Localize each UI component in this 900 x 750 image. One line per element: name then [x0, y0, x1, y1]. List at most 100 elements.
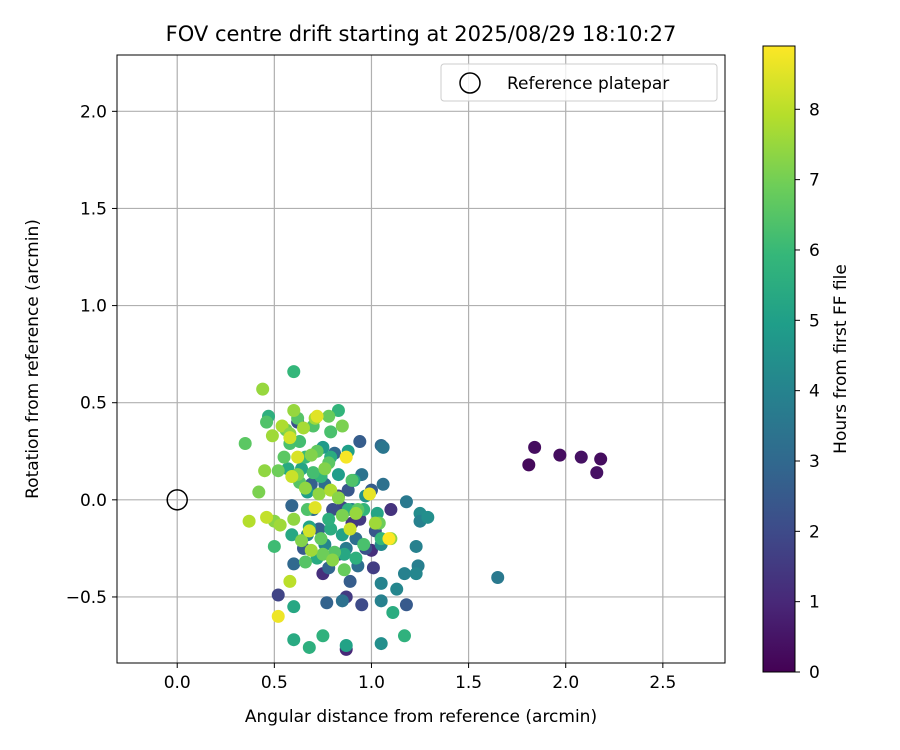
- data-point: [331, 491, 345, 505]
- data-point: [271, 464, 285, 478]
- data-point: [491, 571, 505, 585]
- data-point: [337, 563, 351, 577]
- reference-platepar-marker: [166, 489, 188, 511]
- y-tick-label: −0.5: [66, 588, 107, 608]
- data-point: [409, 567, 423, 581]
- data-point: [322, 512, 336, 526]
- data-point: [283, 574, 297, 588]
- data-point: [353, 435, 367, 449]
- plot-frame: [116, 54, 726, 664]
- data-point: [260, 510, 274, 524]
- x-tick-label: 1.5: [455, 673, 482, 693]
- data-point: [390, 582, 404, 596]
- data-point: [374, 637, 388, 651]
- data-point: [312, 487, 326, 501]
- data-point: [285, 470, 299, 484]
- data-point: [322, 409, 336, 423]
- data-point: [343, 574, 357, 588]
- data-point: [304, 448, 318, 462]
- colorbar-tick-label: 4: [809, 382, 820, 402]
- data-point: [285, 528, 299, 542]
- data-point: [399, 495, 413, 509]
- data-point: [386, 605, 400, 619]
- data-point: [302, 640, 316, 654]
- data-point: [256, 382, 270, 396]
- data-point: [326, 553, 340, 567]
- data-point: [590, 466, 604, 480]
- data-point: [318, 462, 332, 476]
- data-point: [308, 501, 322, 515]
- data-point: [314, 532, 328, 546]
- data-point: [302, 524, 316, 538]
- data-point: [339, 450, 353, 464]
- colorbar-tick-label: 5: [809, 311, 820, 331]
- data-point: [574, 450, 588, 464]
- x-tick-label: 2.5: [649, 673, 676, 693]
- data-point: [374, 576, 388, 590]
- data-point: [271, 588, 285, 602]
- data-point: [312, 522, 326, 536]
- y-axis-ticks: −0.5 0.0 0.5 1.0 1.5 2.0: [66, 102, 117, 608]
- data-point: [335, 508, 349, 522]
- grid-lines: [117, 55, 725, 663]
- y-tick-label: 2.0: [80, 102, 107, 122]
- x-tick-label: 0.0: [164, 673, 191, 693]
- data-point: [287, 403, 301, 417]
- data-point: [331, 468, 345, 482]
- chart-title: FOV centre drift starting at 2025/08/29 …: [166, 22, 677, 46]
- data-point: [397, 629, 411, 643]
- data-point: [382, 532, 396, 546]
- data-point: [335, 419, 349, 433]
- data-point: [337, 547, 351, 561]
- data-point: [339, 639, 353, 653]
- x-tick-label: 0.5: [261, 673, 288, 693]
- data-point: [397, 567, 411, 581]
- data-point: [304, 543, 318, 557]
- data-point: [409, 539, 423, 553]
- x-tick-label: 2.0: [552, 673, 579, 693]
- data-point: [324, 425, 338, 439]
- data-point: [252, 485, 266, 499]
- data-point: [295, 534, 309, 548]
- colorbar-tick-label: 1: [809, 593, 820, 613]
- colorbar-tick-label: 7: [809, 171, 820, 191]
- data-point: [370, 506, 384, 520]
- data-point: [258, 464, 272, 478]
- y-axis-label: Rotation from reference (arcmin): [23, 219, 43, 499]
- data-point: [384, 503, 398, 517]
- legend-entry-label: Reference platepar: [507, 74, 669, 94]
- colorbar-label: Hours from first FF file: [831, 264, 851, 454]
- data-point: [343, 522, 357, 536]
- data-point: [522, 458, 536, 472]
- data-point: [349, 551, 363, 565]
- data-point: [345, 473, 359, 487]
- y-tick-label: 0.5: [80, 394, 107, 414]
- data-point: [283, 431, 297, 445]
- data-point: [296, 421, 310, 435]
- y-tick-label: 1.0: [80, 297, 107, 317]
- data-point: [265, 429, 279, 443]
- data-point: [238, 436, 252, 450]
- data-point: [553, 448, 567, 462]
- colorbar-tick-label: 8: [809, 100, 820, 120]
- data-point: [594, 452, 608, 466]
- data-point: [376, 477, 390, 491]
- data-point: [331, 403, 345, 417]
- data-point: [260, 415, 274, 429]
- colorbar-tick-label: 0: [809, 663, 820, 683]
- data-point: [528, 440, 542, 454]
- data-point: [287, 512, 301, 526]
- data-point: [298, 555, 312, 569]
- colorbar-tick-label: 3: [809, 452, 820, 472]
- data-point: [357, 538, 371, 552]
- y-tick-label: 1.5: [80, 199, 107, 219]
- data-point: [316, 629, 330, 643]
- y-tick-label: 0.0: [80, 491, 107, 511]
- data-point: [277, 450, 291, 464]
- colorbar-frame: [762, 45, 796, 673]
- colorbar-tick-label: 6: [809, 241, 820, 261]
- data-point: [298, 481, 312, 495]
- data-point: [271, 609, 285, 623]
- data-point: [310, 409, 324, 423]
